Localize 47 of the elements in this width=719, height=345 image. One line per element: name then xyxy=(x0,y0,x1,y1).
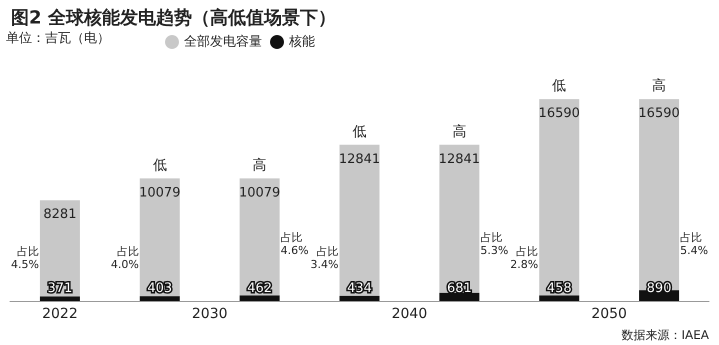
chart-title: 图2 全球核能发电趋势（高低值场景下） xyxy=(11,8,336,28)
annotation: 占比 4.5% xyxy=(10,245,39,271)
data-label: 403 xyxy=(147,281,172,296)
annotation: 低 xyxy=(352,124,366,140)
annotation: 占比 4.6% xyxy=(280,231,309,257)
text: 2050 xyxy=(591,306,627,322)
bar xyxy=(240,295,280,301)
y-axis-title: 单位：吉瓦（电） xyxy=(6,31,110,46)
annotation: 高 xyxy=(452,124,466,140)
annotation: 占比 5.4% xyxy=(680,231,708,257)
text: 低 xyxy=(552,78,566,94)
annotation: 占比 4.0% xyxy=(110,245,139,271)
annotation: 占比 2.8% xyxy=(510,245,538,271)
bar xyxy=(539,99,580,296)
data-label: 371 xyxy=(48,281,72,296)
annotation: 占比 3.4% xyxy=(310,245,338,271)
total-label: 16590 xyxy=(638,106,680,122)
total-label: 8281 xyxy=(43,207,76,222)
bar xyxy=(439,292,480,301)
data-label: 458 xyxy=(546,281,572,296)
bar xyxy=(140,296,180,301)
bar xyxy=(340,296,380,301)
bar xyxy=(340,144,380,296)
annotation: 低 xyxy=(152,157,167,174)
total-label: 16590 xyxy=(538,106,580,122)
data-label: 681 xyxy=(446,281,472,296)
bar xyxy=(40,296,80,301)
data-label: 434 xyxy=(347,281,372,296)
text: 2022 xyxy=(42,306,78,322)
text: 2030 xyxy=(192,306,228,322)
legend-label: 核能 xyxy=(288,34,315,50)
annotation: 占比 5.3% xyxy=(480,231,508,257)
total-label: 12841 xyxy=(338,152,380,167)
total-label: 12841 xyxy=(438,152,480,167)
text: 2040 xyxy=(392,306,428,322)
total-label: 10079 xyxy=(139,185,180,200)
bar xyxy=(140,178,180,296)
text: 高 xyxy=(652,78,666,94)
data-label: 462 xyxy=(247,281,272,296)
annotation: 高 xyxy=(252,157,267,174)
bar xyxy=(439,144,480,293)
total-label: 10079 xyxy=(238,185,280,200)
legend-label: 全部发电容量 xyxy=(184,34,262,50)
bar xyxy=(240,178,280,296)
source-note: 数据来源：IAEA xyxy=(621,328,710,342)
bar xyxy=(639,99,680,290)
bar xyxy=(539,295,580,301)
